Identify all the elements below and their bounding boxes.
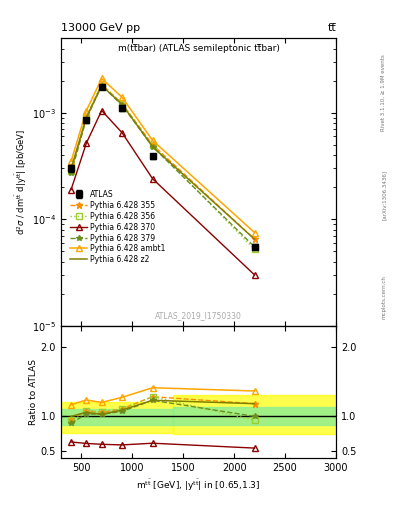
Pythia 6.428 355 xyxy=(150,142,155,148)
Pythia 6.428 ambt1 xyxy=(252,229,257,236)
Text: ATLAS_2019_I1750330: ATLAS_2019_I1750330 xyxy=(155,311,242,320)
Line: Pythia 6.428 379: Pythia 6.428 379 xyxy=(68,83,257,250)
Pythia 6.428 355 xyxy=(120,100,125,106)
Pythia 6.428 355 xyxy=(252,236,257,242)
Text: mcplots.cern.ch: mcplots.cern.ch xyxy=(382,275,387,319)
Text: 13000 GeV pp: 13000 GeV pp xyxy=(61,23,140,33)
Pythia 6.428 z2 xyxy=(69,165,73,172)
Pythia 6.428 356 xyxy=(120,100,125,106)
Line: Pythia 6.428 356: Pythia 6.428 356 xyxy=(68,81,257,252)
Text: [arXiv:1306.3436]: [arXiv:1306.3436] xyxy=(382,169,387,220)
Text: tt̅: tt̅ xyxy=(327,23,336,33)
Legend: ATLAS, Pythia 6.428 355, Pythia 6.428 356, Pythia 6.428 370, Pythia 6.428 379, P: ATLAS, Pythia 6.428 355, Pythia 6.428 35… xyxy=(70,190,165,264)
Pythia 6.428 355 xyxy=(69,168,73,174)
Pythia 6.428 356 xyxy=(150,142,155,148)
Pythia 6.428 z2 xyxy=(120,101,125,108)
Line: Pythia 6.428 ambt1: Pythia 6.428 ambt1 xyxy=(68,75,258,236)
Y-axis label: d$^2$$\sigma$ / dm$^{\mathregular{t\bar{t}}}$ d|y$^{\mathregular{t\bar{t}}}$| [p: d$^2$$\sigma$ / dm$^{\mathregular{t\bar{… xyxy=(13,129,29,235)
Pythia 6.428 ambt1 xyxy=(99,75,104,81)
Pythia 6.428 355 xyxy=(84,114,89,120)
Pythia 6.428 z2 xyxy=(84,115,89,121)
Pythia 6.428 ambt1 xyxy=(69,158,73,164)
Pythia 6.428 356 xyxy=(252,246,257,252)
Text: m(tt̅bar) (ATLAS semileptonic tt̅bar): m(tt̅bar) (ATLAS semileptonic tt̅bar) xyxy=(118,44,279,53)
Line: Pythia 6.428 370: Pythia 6.428 370 xyxy=(68,108,257,278)
Line: Pythia 6.428 355: Pythia 6.428 355 xyxy=(68,81,258,243)
Pythia 6.428 355 xyxy=(99,81,104,88)
Pythia 6.428 356 xyxy=(99,81,104,88)
Pythia 6.428 379 xyxy=(252,244,257,250)
Pythia 6.428 356 xyxy=(69,168,73,174)
Text: Rivet 3.1.10, ≥ 1.9M events: Rivet 3.1.10, ≥ 1.9M events xyxy=(381,54,386,131)
Line: Pythia 6.428 z2: Pythia 6.428 z2 xyxy=(71,86,255,239)
Pythia 6.428 356 xyxy=(84,114,89,120)
Pythia 6.428 370 xyxy=(69,186,73,193)
Pythia 6.428 370 xyxy=(120,130,125,136)
Pythia 6.428 370 xyxy=(84,140,89,146)
Pythia 6.428 ambt1 xyxy=(120,94,125,100)
Pythia 6.428 z2 xyxy=(252,236,257,242)
Pythia 6.428 370 xyxy=(150,176,155,182)
Pythia 6.428 379 xyxy=(150,144,155,150)
Pythia 6.428 370 xyxy=(99,108,104,114)
X-axis label: m$^{\mathregular{t\bar{t}}}$ [GeV], |y$^{\mathregular{t\bar{t}}}$| in [0.65,1.3]: m$^{\mathregular{t\bar{t}}}$ [GeV], |y$^… xyxy=(136,477,261,493)
Pythia 6.428 ambt1 xyxy=(84,108,89,114)
Pythia 6.428 379 xyxy=(84,116,89,122)
Y-axis label: Ratio to ATLAS: Ratio to ATLAS xyxy=(29,359,38,425)
Pythia 6.428 z2 xyxy=(150,144,155,150)
Pythia 6.428 379 xyxy=(69,170,73,177)
Pythia 6.428 ambt1 xyxy=(150,137,155,143)
Pythia 6.428 z2 xyxy=(99,82,104,89)
Pythia 6.428 379 xyxy=(99,82,104,89)
Pythia 6.428 379 xyxy=(120,102,125,108)
Pythia 6.428 370 xyxy=(252,272,257,278)
